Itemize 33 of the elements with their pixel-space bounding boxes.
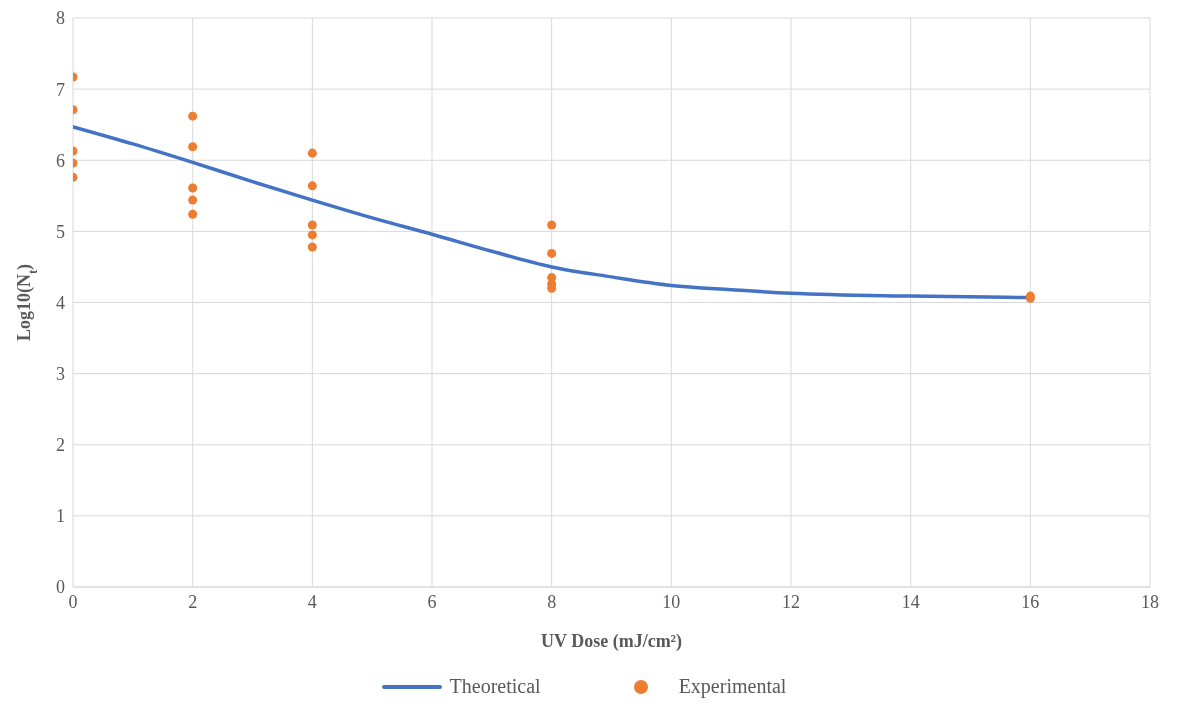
x-tick-label: 8 xyxy=(547,591,557,612)
x-tick-label: 12 xyxy=(782,591,800,612)
x-tick-label: 16 xyxy=(1021,591,1040,612)
y-tick-label: 1 xyxy=(56,506,65,527)
point xyxy=(307,181,317,191)
y-tick-label: 3 xyxy=(56,364,65,385)
point xyxy=(307,230,317,240)
point xyxy=(188,111,198,121)
y-tick-label: 2 xyxy=(56,435,65,456)
point xyxy=(188,209,198,219)
x-tick-label: 4 xyxy=(307,591,317,612)
x-tick-label: 2 xyxy=(188,591,198,612)
point xyxy=(547,248,557,258)
point xyxy=(188,142,198,152)
point xyxy=(307,148,317,158)
y-tick-label: 5 xyxy=(56,221,65,242)
point xyxy=(188,183,198,193)
y-tick-label: 0 xyxy=(56,577,65,598)
x-tick-label: 18 xyxy=(1141,591,1159,612)
point xyxy=(307,220,317,230)
y-tick-label: 6 xyxy=(56,150,65,171)
legend-label: Experimental xyxy=(678,675,787,698)
point xyxy=(188,195,198,205)
point xyxy=(307,242,317,252)
y-tick-label: 8 xyxy=(56,8,65,29)
y-tick-label: 7 xyxy=(56,79,65,100)
x-tick-label: 14 xyxy=(901,591,920,612)
x-tick-label: 6 xyxy=(427,591,437,612)
x-tick-label: 10 xyxy=(662,591,681,612)
y-tick-label: 4 xyxy=(56,292,65,313)
legend-label: Theoretical xyxy=(449,675,541,698)
point xyxy=(547,220,557,230)
x-axis-title: UV Dose (mJ/cm²) xyxy=(540,631,683,652)
